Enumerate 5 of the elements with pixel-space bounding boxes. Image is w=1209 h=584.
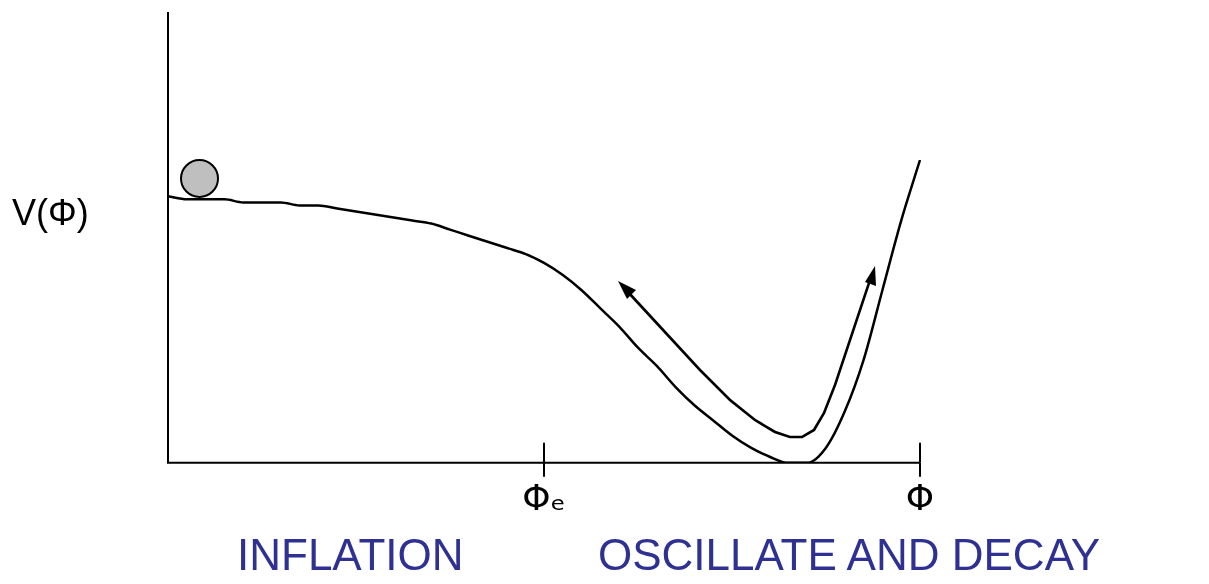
- x-tick-label: Φₑ: [522, 476, 566, 518]
- y-axis-title: V(Φ): [12, 191, 89, 233]
- x-tick-label: Φ: [905, 476, 935, 518]
- text: OSCILLATE AND DECAY: [598, 530, 1101, 580]
- text: INFLATION: [237, 530, 464, 580]
